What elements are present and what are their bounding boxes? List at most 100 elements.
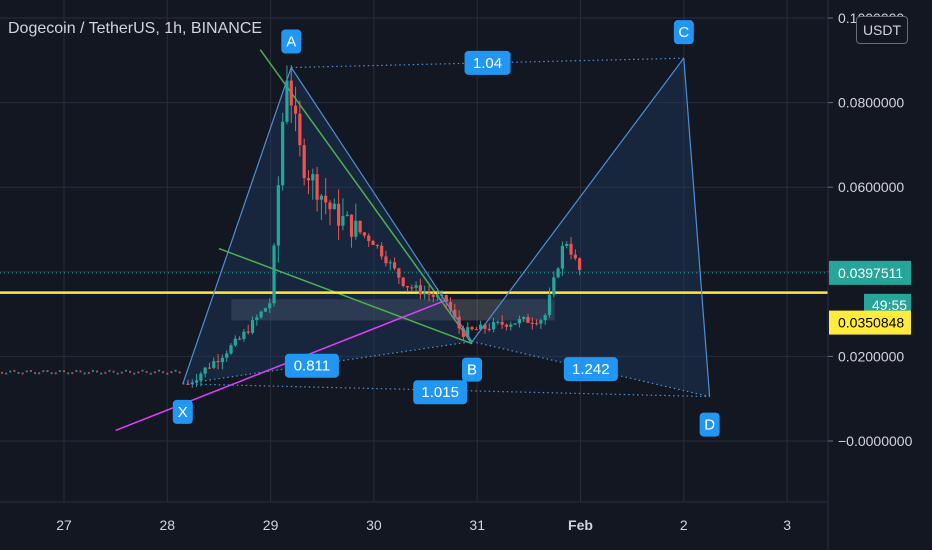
candle xyxy=(174,369,177,372)
ratio-label[interactable]: 0.811 xyxy=(294,358,330,375)
candle xyxy=(225,353,229,358)
candle xyxy=(448,301,453,310)
ratio-label-bg xyxy=(464,50,511,75)
candle xyxy=(199,373,203,381)
candle xyxy=(504,324,509,327)
countdown-tag: 49:55 xyxy=(872,297,907,313)
candle xyxy=(306,178,311,181)
candle xyxy=(229,345,233,354)
y-tick-label: 0.0200000 xyxy=(838,348,904,364)
candle xyxy=(293,105,298,114)
time-axis[interactable]: 27 28 29 30 31 Feb 2 3 xyxy=(0,501,828,533)
candle xyxy=(233,338,237,346)
candle xyxy=(71,372,74,375)
point-label-x[interactable]: X xyxy=(178,404,188,421)
candle xyxy=(216,361,220,363)
candle xyxy=(560,245,565,269)
ratio-label[interactable]: 1.015 xyxy=(421,384,459,401)
candle xyxy=(13,369,16,372)
drawing-overlay xyxy=(0,49,828,432)
x-tick-label: 30 xyxy=(366,517,382,533)
candle xyxy=(54,372,57,375)
candle xyxy=(453,309,457,317)
ratio-label-bg xyxy=(284,353,339,378)
currency-button[interactable]: USDT xyxy=(856,16,908,44)
candle xyxy=(220,357,224,363)
candle xyxy=(238,338,242,340)
candle xyxy=(91,369,94,372)
point-label-d-bg xyxy=(699,412,720,437)
consolidation-zone xyxy=(231,299,555,321)
candle xyxy=(116,372,119,375)
line-price-tag: 0.0350848 xyxy=(838,315,904,331)
candle xyxy=(491,322,496,330)
candle xyxy=(474,329,478,331)
ratio-label[interactable]: 1.04 xyxy=(473,55,502,72)
candle xyxy=(565,243,569,246)
candle xyxy=(100,372,103,375)
candle xyxy=(212,361,216,368)
trend-line xyxy=(115,298,449,432)
candle xyxy=(328,202,332,210)
candle xyxy=(547,294,552,316)
candle xyxy=(50,372,53,375)
candle xyxy=(9,370,12,373)
x-tick-label: 3 xyxy=(783,517,791,533)
candle xyxy=(539,320,543,324)
point-label-a-bg xyxy=(281,29,302,54)
ratio-label[interactable]: 1.242 xyxy=(572,361,610,378)
candle xyxy=(530,322,534,324)
candle xyxy=(384,256,388,264)
chart-grid xyxy=(0,0,828,502)
candle xyxy=(405,286,410,288)
candle xyxy=(178,371,181,374)
candle xyxy=(388,262,392,264)
point-label-a[interactable]: A xyxy=(286,33,296,50)
candle xyxy=(552,277,556,295)
candle xyxy=(341,215,345,226)
candle xyxy=(1,371,4,374)
point-label-d[interactable]: D xyxy=(704,417,715,434)
point-label-c[interactable]: C xyxy=(678,24,689,41)
candle xyxy=(461,328,466,337)
candle xyxy=(104,371,107,374)
candle xyxy=(255,317,259,321)
candle xyxy=(302,145,306,179)
pattern-triangle-bcd xyxy=(472,58,710,397)
countdown-tag-bg xyxy=(864,293,911,316)
candle xyxy=(42,370,45,373)
candle xyxy=(46,370,49,373)
y-tick-label: −0.0000000 xyxy=(838,433,913,449)
candle xyxy=(5,372,8,375)
price-tags: 0.0397511 49:55 0.0350848 xyxy=(829,260,911,335)
candle xyxy=(513,323,517,325)
candle xyxy=(496,321,500,323)
ratio-label-bg xyxy=(563,357,618,382)
point-label-b[interactable]: B xyxy=(467,362,477,379)
candle xyxy=(149,372,152,375)
candle xyxy=(246,331,250,333)
candle xyxy=(96,370,99,373)
candle xyxy=(380,245,384,257)
candle xyxy=(569,243,573,255)
candle xyxy=(17,371,20,374)
candle xyxy=(153,371,156,374)
candle xyxy=(268,303,272,309)
candle xyxy=(397,268,401,278)
candle xyxy=(276,185,280,246)
candle xyxy=(324,195,328,203)
candle xyxy=(375,244,379,246)
candle xyxy=(29,369,32,372)
harmonic-pattern[interactable]: 1.04 0.811 1.015 1.242 X A B C D xyxy=(172,20,720,437)
candle xyxy=(556,268,560,278)
candle xyxy=(470,327,474,330)
candle xyxy=(358,220,362,233)
candle xyxy=(414,285,418,288)
pattern-leg xyxy=(471,57,685,342)
candle xyxy=(543,315,547,321)
candle xyxy=(509,324,513,327)
candle xyxy=(427,292,431,295)
candle xyxy=(263,308,268,312)
candle xyxy=(141,369,144,372)
